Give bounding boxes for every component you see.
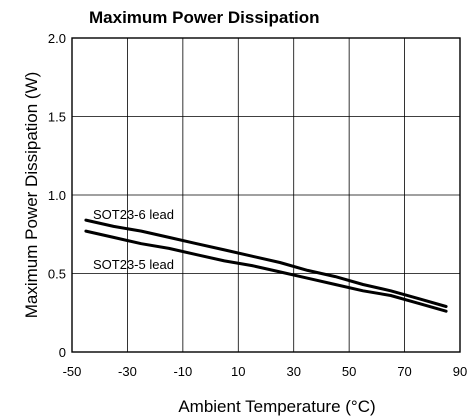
- x-tick-label: 10: [231, 364, 245, 379]
- x-axis-ticks: -50 -30 -10 10 30 50 70 90: [63, 364, 468, 379]
- y-tick-label: 0: [59, 345, 66, 360]
- x-tick-label: -30: [118, 364, 137, 379]
- y-tick-label: 0.5: [48, 267, 66, 282]
- x-tick-label: -10: [173, 364, 192, 379]
- y-tick-label: 1.0: [48, 188, 66, 203]
- chart-title: Maximum Power Dissipation: [89, 8, 320, 27]
- series-lines: [84, 218, 448, 313]
- grid: [72, 38, 460, 352]
- x-tick-label: 70: [397, 364, 411, 379]
- y-tick-label: 1.5: [48, 110, 66, 125]
- x-axis-label: Ambient Temperature (°C): [178, 397, 375, 416]
- plot-frame: [71, 37, 461, 353]
- series-line-0: [84, 218, 448, 308]
- series-label-sot23-6: SOT23-6 lead: [93, 207, 174, 222]
- x-tick-label: 50: [342, 364, 356, 379]
- x-tick-label: 90: [453, 364, 467, 379]
- series-label-sot23-5: SOT23-5 lead: [93, 257, 174, 272]
- x-tick-label: -50: [63, 364, 82, 379]
- series-line-1: [84, 229, 448, 313]
- y-axis-label: Maximum Power Dissipation (W): [22, 72, 41, 319]
- y-axis-ticks: 0 0.5 1.0 1.5 2.0: [48, 31, 66, 360]
- x-tick-label: 30: [286, 364, 300, 379]
- y-tick-label: 2.0: [48, 31, 66, 46]
